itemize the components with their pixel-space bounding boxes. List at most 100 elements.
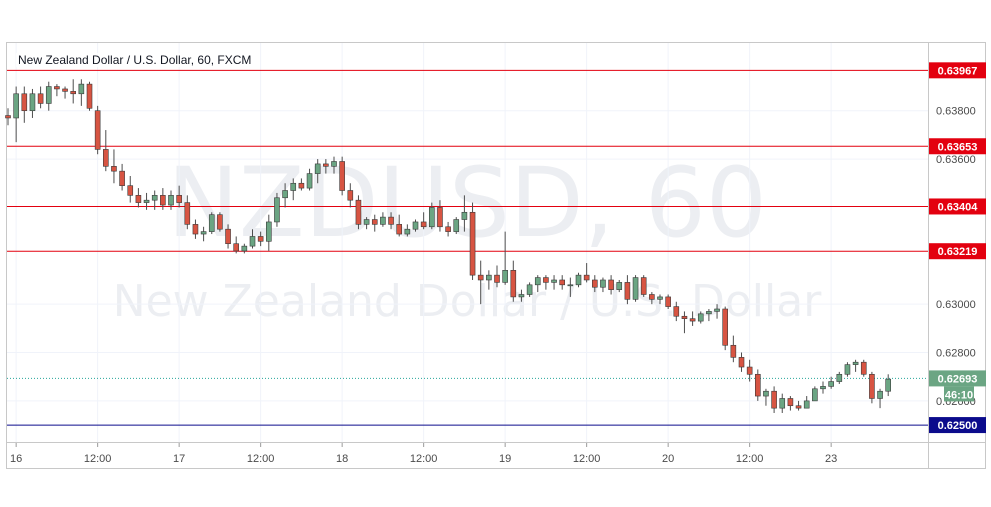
candle-body xyxy=(54,86,60,90)
candle-body xyxy=(323,163,329,167)
x-tick-label: 19 xyxy=(499,453,511,465)
candle-body xyxy=(812,388,818,402)
candle-body xyxy=(78,83,85,95)
candle-body xyxy=(494,274,500,283)
candle-body xyxy=(241,245,248,252)
candle-body xyxy=(135,195,142,203)
candle-body xyxy=(567,284,574,287)
candle-body xyxy=(265,221,272,242)
watermark-name: New Zealand Dollar / U.S. Dollar xyxy=(113,276,823,327)
candle-body xyxy=(616,282,623,290)
y-tick-label: 0.62800 xyxy=(936,348,976,360)
x-tick-label: 12:00 xyxy=(736,453,764,465)
candle-body xyxy=(371,219,378,225)
candle-body xyxy=(559,279,566,286)
candle-body xyxy=(380,216,386,225)
candle-body xyxy=(820,386,826,390)
candle-body xyxy=(722,308,729,346)
level-price-box xyxy=(929,198,986,215)
candle-body xyxy=(233,243,239,252)
candle-body xyxy=(608,279,614,290)
candle-body xyxy=(257,236,264,242)
x-tick-label: 18 xyxy=(336,453,348,465)
candle-body xyxy=(714,308,720,312)
candle-body xyxy=(869,373,875,399)
candle-body xyxy=(461,211,468,220)
candle-body xyxy=(828,381,834,387)
candle-body xyxy=(763,390,769,397)
countdown-label: 46:10 xyxy=(945,389,973,401)
candle-body xyxy=(111,166,117,172)
candle-body xyxy=(469,211,476,276)
candle-body xyxy=(486,274,492,281)
candle-body xyxy=(184,202,191,225)
level-price-label: 0.63219 xyxy=(938,246,978,258)
candle-body xyxy=(689,318,696,322)
candle-body xyxy=(103,149,109,167)
x-tick-label: 17 xyxy=(173,453,185,465)
candle-body xyxy=(526,284,533,295)
candle-body xyxy=(657,296,663,300)
countdown-box xyxy=(944,386,974,402)
x-tick-label: 23 xyxy=(825,453,837,465)
candle-body xyxy=(298,182,305,189)
candle-body xyxy=(518,294,525,298)
candle-body xyxy=(331,161,337,167)
x-tick-label: 12:00 xyxy=(573,453,601,465)
candle-body xyxy=(779,398,786,409)
candle-body xyxy=(404,228,411,235)
candle-body xyxy=(771,390,777,409)
candle-body xyxy=(13,93,19,119)
candle-body xyxy=(225,228,231,245)
candle-body xyxy=(502,270,508,283)
candle-body xyxy=(706,311,712,315)
last-price-box xyxy=(929,370,986,387)
x-tick-label: 12:00 xyxy=(410,453,438,465)
candle-body xyxy=(192,224,199,235)
candle-body xyxy=(746,366,753,375)
watermark-symbol: NZDUSD, 60 xyxy=(167,147,767,259)
candle-body xyxy=(29,93,36,112)
candle-body xyxy=(803,400,810,409)
candle-body xyxy=(836,373,843,382)
candle-body xyxy=(347,190,354,201)
candle-body xyxy=(306,173,313,189)
chart-frame xyxy=(6,42,986,469)
y-tick-label: 0.63000 xyxy=(936,299,976,311)
candle-body xyxy=(543,277,549,283)
candle-body xyxy=(852,361,859,365)
candle-body xyxy=(575,274,582,286)
candle-body xyxy=(217,214,223,230)
candle-body xyxy=(477,274,484,281)
candle-body xyxy=(249,236,256,247)
candle-body xyxy=(453,219,460,232)
candle-body xyxy=(665,296,671,307)
x-tick-label: 16 xyxy=(10,453,22,465)
candle-body xyxy=(363,219,370,225)
chart-legend: New Zealand Dollar / U.S. Dollar, 60, FX… xyxy=(16,53,254,67)
candle-body xyxy=(70,91,76,95)
candle-body xyxy=(591,279,598,288)
candle-body xyxy=(697,313,704,322)
candle-body xyxy=(282,190,288,199)
candle-body xyxy=(445,226,451,232)
candle-body xyxy=(885,378,892,392)
candle-body xyxy=(844,364,851,375)
candle-body xyxy=(860,361,867,375)
level-price-label: 0.62500 xyxy=(938,420,978,432)
candle-body xyxy=(86,83,93,109)
level-price-label: 0.63653 xyxy=(938,141,978,153)
candle-body xyxy=(624,282,631,300)
y-tick-label: 0.63600 xyxy=(936,154,976,166)
candle-body xyxy=(738,357,745,368)
candle-body xyxy=(200,231,207,235)
candle-body xyxy=(388,216,394,225)
x-tick-label: 12:00 xyxy=(247,453,275,465)
candle-body xyxy=(730,344,737,358)
candle-body xyxy=(5,115,11,119)
candle-body xyxy=(119,170,125,186)
candle-body xyxy=(290,182,297,191)
level-price-label: 0.63967 xyxy=(938,65,978,77)
candle-body xyxy=(339,161,345,191)
